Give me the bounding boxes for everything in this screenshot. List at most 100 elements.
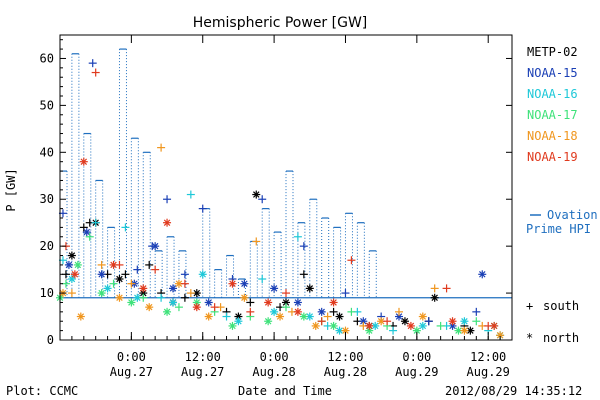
point-north: [198, 270, 207, 279]
point-north-ray: [145, 303, 153, 311]
legend-entry: NOAA-15: [527, 66, 578, 80]
point-south: [347, 256, 356, 265]
point-north-ray: [193, 299, 201, 306]
point-north: [64, 260, 73, 269]
point-north: [430, 293, 439, 302]
x-tick-time: 12:00: [327, 350, 363, 364]
point-north-ray: [336, 313, 343, 320]
point-north-ray: [419, 313, 427, 320]
point-north-ray: [360, 317, 367, 325]
point-south: [174, 303, 183, 312]
point-north-ray: [449, 322, 456, 330]
point-north: [293, 298, 302, 307]
point-south: [163, 195, 172, 204]
point-north-ray: [98, 289, 105, 297]
point-north-ray: [371, 322, 379, 330]
point-south: [472, 317, 481, 326]
point-south: [91, 218, 100, 227]
point-south: [121, 270, 130, 279]
point-south: [246, 298, 255, 307]
point-north: [240, 293, 249, 302]
north-symbol: *: [526, 331, 533, 345]
point-north-ray: [306, 285, 314, 292]
point-north: [204, 298, 213, 307]
point-south: [424, 317, 433, 326]
point-north: [282, 298, 290, 307]
point-north-ray: [163, 308, 171, 316]
ovation-legend: Ovation Prime HPI: [526, 208, 598, 236]
point-north-ray: [300, 313, 308, 320]
point-north: [240, 279, 249, 288]
point-north-ray: [140, 285, 147, 292]
point-north-ray: [264, 299, 272, 306]
y-tick-label: 20: [40, 239, 54, 253]
y-tick-label: 30: [40, 192, 54, 206]
point-north-ray: [413, 327, 421, 334]
point-north: [329, 321, 338, 330]
point-north: [115, 275, 124, 283]
legend-entry: METP-02: [527, 45, 578, 59]
point-north-ray: [461, 327, 468, 334]
legend-entry: NOAA-19: [527, 150, 578, 164]
point-north: [73, 260, 82, 269]
point-north: [133, 293, 142, 302]
point-north-ray: [140, 289, 147, 297]
point-north: [163, 218, 172, 227]
point-south: [246, 307, 255, 316]
point-south: [436, 321, 445, 330]
point-south: [258, 195, 267, 204]
north-label: north: [543, 331, 579, 345]
point-north: [418, 312, 427, 321]
point-north-ray: [116, 294, 123, 302]
point-north: [418, 321, 427, 330]
point-south: [347, 307, 356, 316]
point-north-ray: [134, 294, 141, 302]
point-south: [97, 260, 106, 269]
legend-entry: NOAA-16: [527, 87, 578, 101]
point-north: [79, 157, 88, 166]
point-north-ray: [65, 261, 73, 269]
point-south: [133, 265, 142, 274]
chart-title: Hemispheric Power [GW]: [193, 15, 368, 31]
point-south: [79, 223, 88, 232]
point-north-ray: [241, 280, 248, 287]
point-south: [329, 307, 338, 316]
point-south: [109, 279, 118, 288]
point-north: [252, 190, 261, 199]
y-axis-label: P [GW]: [4, 168, 18, 211]
point-north-ray: [455, 327, 462, 334]
point-north-ray: [395, 313, 403, 320]
point-north-ray: [235, 317, 242, 325]
legend-entry: NOAA-18: [527, 129, 578, 143]
point-north: [169, 284, 177, 293]
point-north-ray: [270, 308, 278, 316]
point-north: [305, 284, 314, 293]
point-north: [478, 270, 487, 279]
point-north: [82, 228, 91, 237]
point-south: [186, 289, 195, 298]
point-north-ray: [193, 303, 201, 311]
point-south: [222, 312, 231, 321]
point-north: [490, 321, 499, 330]
point-north-ray: [336, 327, 343, 334]
point-north-ray: [306, 313, 314, 320]
point-north: [115, 293, 124, 302]
point-north-ray: [366, 322, 373, 330]
point-north-ray: [461, 317, 468, 325]
point-north: [97, 270, 106, 279]
point-south: [61, 270, 70, 279]
point-south: [186, 190, 195, 199]
x-tick-date: Aug.29: [467, 365, 510, 379]
legend-entry: NOAA-17: [527, 108, 578, 122]
point-north-ray: [479, 271, 486, 278]
x-tick-time: 0:00: [402, 350, 431, 364]
symbol-key: + south * north: [526, 299, 579, 345]
point-north-ray: [419, 322, 427, 330]
y-axis-ticks: 0 10 20 30 40 50 60: [40, 39, 512, 347]
point-north-ray: [312, 322, 319, 330]
point-north: [270, 284, 279, 293]
point-north: [67, 251, 76, 260]
point-north-ray: [68, 252, 76, 259]
point-north: [204, 312, 213, 321]
